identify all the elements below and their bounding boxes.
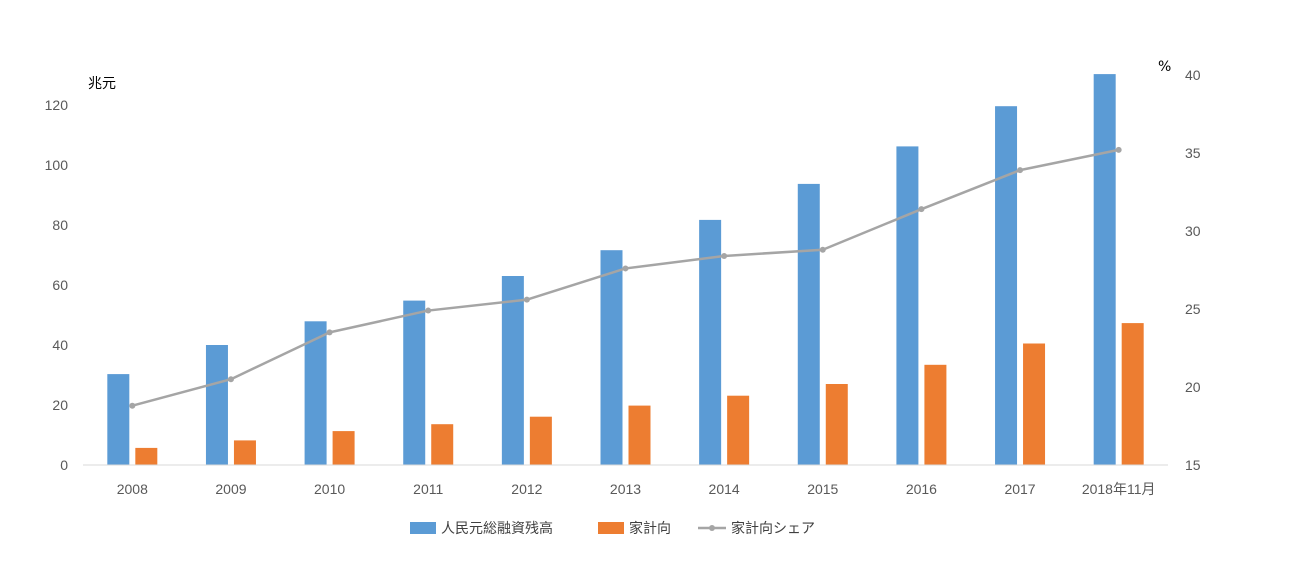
household-share-point (326, 329, 333, 336)
bar-household (727, 395, 750, 465)
legend-marker-household-share (709, 525, 715, 531)
left-axis-tick-label: 0 (60, 457, 68, 473)
category-label: 2014 (709, 481, 740, 497)
legend-label-household: 家計向 (629, 520, 671, 537)
bar-total-loans (403, 300, 426, 465)
household-share-point (918, 206, 925, 213)
right-axis-tick-label: 30 (1185, 223, 1201, 239)
category-label: 2008 (117, 481, 148, 497)
right-axis-tick-label: 15 (1185, 457, 1201, 473)
right-axis-tick-label: 20 (1185, 379, 1201, 395)
category-label: 2015 (807, 481, 838, 497)
bar-total-loans (896, 146, 919, 465)
household-share-point (523, 296, 530, 303)
household-share-point (622, 265, 629, 272)
legend-label-household-share: 家計向シェア (731, 520, 815, 537)
category-label: 2016 (906, 481, 937, 497)
bar-household (924, 364, 947, 465)
left-axis-tick-label: 100 (45, 157, 69, 173)
household-share-point (819, 246, 826, 253)
left-axis-tick-label: 60 (52, 277, 68, 293)
bar-household (431, 424, 454, 465)
bar-household (825, 384, 848, 465)
right-axis-ticks: 15 20 25 30 35 40 (1185, 67, 1201, 473)
right-axis-tick-label: 25 (1185, 301, 1201, 317)
household-share-line (131, 148, 1119, 407)
household-share-point (425, 307, 432, 314)
bar-household (233, 440, 256, 465)
legend-label-total-loans: 人民元総融資残高 (441, 520, 553, 537)
category-label: 2012 (511, 481, 542, 497)
category-label: 2010 (314, 481, 345, 497)
left-axis-tick-label: 20 (52, 397, 68, 413)
category-label: 2013 (610, 481, 641, 497)
left-axis-tick-label: 40 (52, 337, 68, 353)
bar-total-loans (797, 183, 820, 465)
bar-household (1023, 343, 1046, 465)
bar-total-loans (107, 374, 130, 465)
bar-household (135, 447, 158, 465)
right-axis-tick-label: 35 (1185, 145, 1201, 161)
left-axis-tick-label: 80 (52, 217, 68, 233)
bar-household (529, 416, 552, 465)
bar-total-loans (600, 250, 623, 465)
household-share-point (721, 252, 728, 259)
bar-household (1121, 323, 1144, 465)
category-labels: 2008 2009 2010 2011 2012 2013 2014 2015 2016 2017… (117, 481, 1156, 497)
household-share-point (227, 376, 234, 383)
household-share-point (129, 402, 136, 409)
left-axis-tick-label: 120 (45, 97, 69, 113)
bar-total-loans (501, 276, 524, 465)
bar-household (332, 431, 355, 465)
bar-total-loans (1093, 74, 1116, 465)
legend-swatch-total-loans (410, 522, 436, 534)
left-axis-ticks: 0 20 40 60 80 100 120 (45, 97, 69, 473)
right-axis-tick-label: 40 (1185, 67, 1201, 83)
household-share-point (1115, 146, 1122, 153)
category-label: 2017 (1004, 481, 1035, 497)
legend: 人民元総融資残高 家計向 家計向シェア (410, 520, 815, 537)
category-label: 2009 (215, 481, 246, 497)
bar-total-loans (304, 321, 327, 465)
right-axis-unit: % (1158, 59, 1171, 75)
left-axis-unit: 兆元 (88, 76, 116, 92)
category-label: 2011 (413, 481, 443, 497)
household-share-point (1017, 167, 1024, 174)
bar-total-loans (995, 106, 1018, 465)
bar-household (628, 405, 651, 465)
bar-total-loans (699, 219, 722, 465)
legend-swatch-household (598, 522, 624, 534)
share-line-series (129, 146, 1122, 409)
category-label: 2018年11月 (1082, 481, 1156, 497)
bar-series (107, 74, 1144, 465)
bar-total-loans (205, 345, 228, 465)
